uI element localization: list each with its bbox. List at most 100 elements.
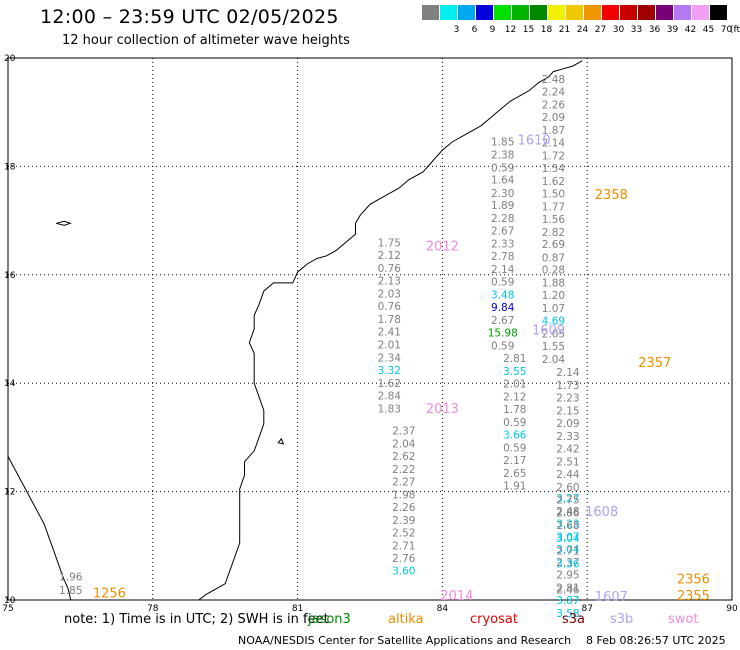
wave-height-label: 2.81 bbox=[503, 353, 526, 365]
wave-height-label: 15.98 bbox=[488, 328, 518, 340]
wave-height-label: 1.55 bbox=[542, 341, 565, 353]
wave-height-label: 2.39 bbox=[392, 515, 415, 527]
wave-height-label: 2.46 bbox=[556, 584, 580, 596]
page-title: 12:00 – 23:59 UTC 02/05/2025 bbox=[40, 6, 339, 28]
legend-unit: (ft) bbox=[730, 25, 740, 35]
wave-height-label: 1.73 bbox=[556, 380, 579, 392]
legend-tick-label: 33 bbox=[630, 25, 643, 35]
legend-tick-label: 70 bbox=[720, 25, 733, 35]
wave-height-label: 2.26 bbox=[392, 502, 416, 514]
wave-height-label: 3.04 bbox=[556, 533, 580, 545]
wave-height-label: 1.62 bbox=[542, 176, 565, 188]
wave-height-label: 2.76 bbox=[392, 553, 416, 565]
coastline-east bbox=[198, 60, 583, 601]
wave-height-label: 3.87 bbox=[556, 595, 579, 607]
pass-number-label: 2357 bbox=[638, 356, 671, 371]
wave-height-label: 2.48 bbox=[556, 506, 579, 518]
wave-height-label: 2.78 bbox=[491, 251, 514, 263]
wave-height-label: 1.64 bbox=[491, 175, 515, 187]
wave-height-label: 1.50 bbox=[542, 188, 565, 200]
satellite-legend-item: swot bbox=[668, 612, 699, 627]
lat-tick-label: 14 bbox=[4, 379, 16, 389]
wave-height-label: 1.77 bbox=[542, 201, 565, 213]
pass-number-label: 1610 bbox=[518, 134, 551, 149]
wave-height-label: 0.87 bbox=[542, 252, 565, 264]
wave-height-label: 3.55 bbox=[503, 366, 526, 378]
wave-height-label: 2.95 bbox=[556, 569, 579, 581]
wave-height-label: 1.56 bbox=[542, 214, 566, 226]
satellite-legend-item: cryosat bbox=[470, 612, 518, 627]
generation-timestamp: 8 Feb 08:26:57 UTC 2025 bbox=[586, 634, 726, 647]
pass-number-label: 2014 bbox=[440, 589, 473, 604]
satellite-legend-item: s3b bbox=[610, 612, 634, 627]
wave-height-label: 2.86 bbox=[556, 508, 580, 520]
wave-height-label: 1.88 bbox=[542, 278, 565, 290]
wave-height-label: 3.23 bbox=[556, 518, 579, 530]
satellite-legend-item: jason3 bbox=[308, 612, 351, 627]
wave-height-label: 2.12 bbox=[378, 250, 401, 262]
legend-swatch bbox=[458, 5, 475, 20]
legend-swatch bbox=[548, 5, 565, 20]
wave-height-label: 2.48 bbox=[542, 74, 565, 86]
legend-swatch bbox=[674, 5, 691, 20]
pass-number-label: 2013 bbox=[426, 402, 459, 417]
pass-number-label: 2358 bbox=[595, 188, 628, 203]
wave-height-label: 0.76 bbox=[378, 301, 402, 313]
page-subtitle: 12 hour collection of altimeter wave hei… bbox=[62, 33, 350, 48]
pass-number-label: 2012 bbox=[426, 239, 459, 254]
wave-height-label: 3.66 bbox=[503, 429, 527, 441]
legend-swatch bbox=[710, 5, 727, 20]
footer-note: note: 1) Time is in UTC; 2) SWH is in fe… bbox=[64, 612, 329, 627]
legend-swatch bbox=[692, 5, 709, 20]
legend-tick-label: 30 bbox=[612, 25, 625, 35]
wave-height-label: 2.01 bbox=[378, 340, 401, 352]
island-marker bbox=[56, 220, 72, 226]
lon-tick-label: 90 bbox=[726, 604, 738, 614]
legend-tick-label: 27 bbox=[594, 25, 607, 35]
wave-height-label: 2.75 bbox=[556, 495, 579, 507]
wave-height-label: 2.62 bbox=[392, 451, 415, 463]
lon-tick-label: 81 bbox=[292, 604, 303, 614]
wave-height-label: 2.09 bbox=[556, 418, 579, 430]
wave-height-label: 2.23 bbox=[556, 393, 579, 405]
wave-height-label: 2.14 bbox=[542, 137, 566, 149]
wave-height-label: 2.81 bbox=[556, 582, 579, 594]
wave-height-label: 0.28 bbox=[542, 265, 565, 277]
wave-height-label: 3.04 bbox=[556, 544, 580, 556]
wave-height-label: 2.44 bbox=[556, 469, 580, 481]
wave-height-label: 2.04 bbox=[392, 439, 416, 451]
wave-height-label: 3.60 bbox=[392, 566, 415, 578]
wave-height-label: 2.33 bbox=[556, 431, 579, 443]
wave-height-label: 2.28 bbox=[491, 213, 514, 225]
legend-tick-label: 15 bbox=[522, 25, 535, 35]
lon-tick-label: 78 bbox=[147, 604, 159, 614]
lat-tick-label: 20 bbox=[4, 54, 16, 64]
legend-swatch bbox=[566, 5, 583, 20]
wave-height-label: 0.59 bbox=[491, 277, 514, 289]
wave-height-label: 2.26 bbox=[542, 99, 566, 111]
satellite-legend-item: s3a bbox=[562, 612, 586, 627]
wave-height-label: 0.59 bbox=[491, 162, 514, 174]
legend-swatch bbox=[512, 5, 529, 20]
pass-number-label: 2356 bbox=[677, 573, 710, 588]
wave-height-label: 2.42 bbox=[556, 444, 579, 456]
wave-height-label: 1.75 bbox=[378, 238, 401, 250]
wave-height-label: 1.85 bbox=[491, 136, 514, 148]
wave-height-label: 2.05 bbox=[542, 329, 565, 341]
legend-tick-label: 6 bbox=[471, 25, 478, 35]
lon-tick-label: 87 bbox=[581, 604, 592, 614]
lon-tick-label: 84 bbox=[437, 604, 449, 614]
wave-height-label: 2.82 bbox=[542, 227, 565, 239]
wave-height-label: 2.01 bbox=[503, 379, 526, 391]
wave-height-label: 0.59 bbox=[491, 341, 514, 353]
wave-height-label: 1.72 bbox=[542, 150, 565, 162]
wave-height-label: 4.69 bbox=[542, 316, 565, 328]
wave-height-label: 3.27 bbox=[556, 493, 579, 505]
legend-tick-label: 3 bbox=[453, 25, 460, 35]
wave-height-label: 1.20 bbox=[542, 290, 565, 302]
lon-tick-label: 75 bbox=[2, 604, 13, 614]
legend-tick-label: 21 bbox=[558, 25, 571, 35]
wave-height-label: 2.60 bbox=[556, 482, 579, 494]
legend-swatch bbox=[620, 5, 637, 20]
